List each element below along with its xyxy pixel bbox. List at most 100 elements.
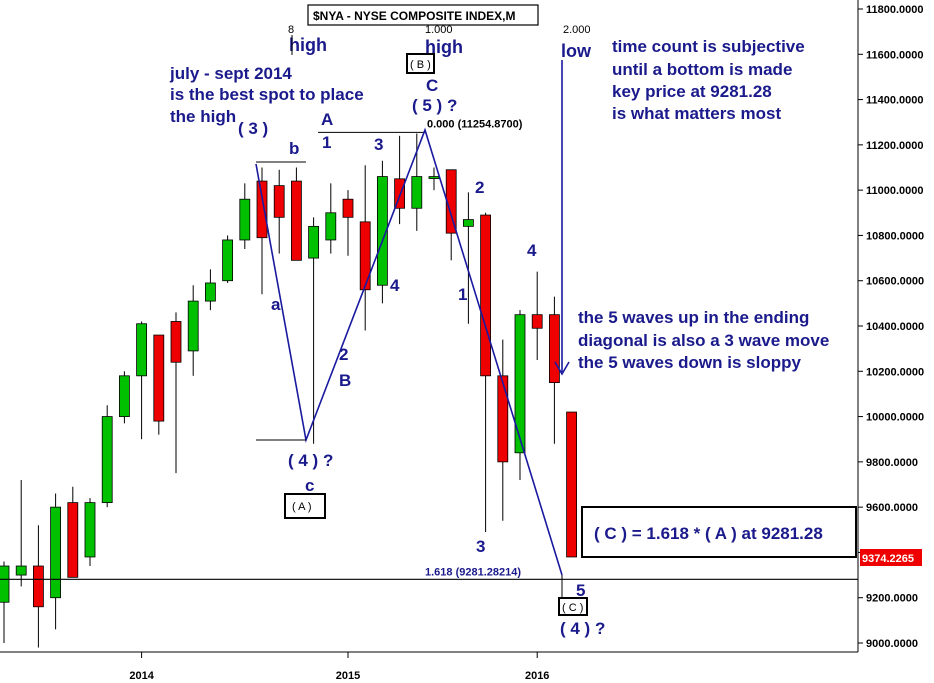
boxed-a-label: ( A ) xyxy=(292,501,312,513)
fib-vertical-arrowhead xyxy=(554,361,570,376)
candle-body xyxy=(204,282,216,302)
candle-body xyxy=(342,198,354,218)
y-tick-label: 9200.0000 xyxy=(866,593,918,605)
x-tick-label: 2016 xyxy=(525,670,549,682)
boxed-b-label: ( B ) xyxy=(410,59,431,71)
candle-body xyxy=(514,314,526,454)
fib-label-8: 8 xyxy=(288,24,294,36)
target-box xyxy=(581,506,857,558)
y-tick-label: 10000.0000 xyxy=(866,412,924,424)
x-axis-ticks: 2014 2015 2016 xyxy=(129,652,549,682)
note-right-line2: diagonal is also a 3 wave move xyxy=(578,331,829,350)
candle-body xyxy=(33,565,44,608)
boxed-c-label: ( C ) xyxy=(562,602,583,614)
wave-label-3-bottom: 3 xyxy=(476,537,485,556)
wave-label-1: 1 xyxy=(322,133,331,152)
wave-path xyxy=(255,127,563,576)
note-topright-line1: time count is subjective xyxy=(612,37,805,56)
wave-label-1-mid: 1 xyxy=(458,285,467,304)
title-box xyxy=(307,4,539,26)
wave-label-4-paren-left: ( 4 ) ? xyxy=(288,451,333,470)
wave-label-4-top: 4 xyxy=(527,241,537,260)
boxed-c xyxy=(558,597,588,616)
wave-label-4-mid: 4 xyxy=(390,276,400,295)
note-right-line3: the 5 waves down is sloppy xyxy=(578,353,801,372)
wave-label-A: A xyxy=(321,110,333,129)
candle-body xyxy=(187,300,199,352)
fib-label-1000: 1.000 xyxy=(425,24,453,36)
boxed-b xyxy=(406,53,435,74)
candle-body xyxy=(50,506,61,599)
candle-body xyxy=(531,314,543,329)
candle-body xyxy=(136,323,148,377)
x-tick-label: 2015 xyxy=(336,670,360,682)
y-tick-label: 11000.0000 xyxy=(866,185,924,197)
candle-body xyxy=(497,375,509,463)
y-tick-label: 11800.0000 xyxy=(866,4,924,16)
note-topleft-line1: july - sept 2014 xyxy=(169,64,292,83)
wave-label-5-paren: ( 5 ) ? xyxy=(412,96,457,115)
note-right-line1: the 5 waves up in the ending xyxy=(578,308,809,327)
candle-body xyxy=(170,321,182,363)
candle-body xyxy=(290,180,302,261)
y-axis-ticks: 11800.0000 11600.0000 11400.0000 11200.0000… xyxy=(858,4,924,650)
candle-body xyxy=(566,411,577,558)
candle-body xyxy=(222,239,234,282)
high-label-1: high xyxy=(289,35,327,55)
boxed-a xyxy=(284,493,326,519)
candle-body xyxy=(84,502,96,558)
candle-body xyxy=(359,221,371,291)
wave-label-c: c xyxy=(305,476,314,495)
candle-body xyxy=(119,375,130,417)
candle-body xyxy=(549,314,560,384)
candle-body xyxy=(308,225,320,259)
note-topright-line2: until a bottom is made xyxy=(612,60,792,79)
y-tick-label: 10200.0000 xyxy=(866,366,924,378)
note-topright-line3: key price at 9281.28 xyxy=(612,82,772,101)
candle-body xyxy=(480,214,492,377)
chart-title: $NYA - NYSE COMPOSITE INDEX,M xyxy=(313,9,515,23)
note-topleft-line3: the high xyxy=(170,107,236,126)
wave-label-5-bottom: 5 xyxy=(576,581,585,600)
wave-label-B: B xyxy=(339,371,351,390)
y-tick-label: 11200.0000 xyxy=(866,140,924,152)
low-label: low xyxy=(561,41,592,61)
candle-body xyxy=(101,416,113,504)
candle-body xyxy=(462,219,474,227)
last-price-tag xyxy=(860,549,922,566)
candle-body xyxy=(239,198,251,241)
note-topright-line4: is what matters most xyxy=(612,104,781,123)
wave-label-a: a xyxy=(271,295,281,314)
y-tick-label: 10800.0000 xyxy=(866,230,924,242)
fib-1618-label: 1.618 (9281.28214) xyxy=(425,566,521,578)
y-tick-label: 9600.0000 xyxy=(866,502,918,514)
wave-label-3-paren: ( 3 ) xyxy=(238,119,268,138)
candle-body xyxy=(153,334,165,422)
x-tick-label: 2014 xyxy=(129,670,154,682)
y-tick-label: 9000.0000 xyxy=(866,638,918,650)
y-tick-label: 10600.0000 xyxy=(866,276,924,288)
y-tick-label: 11400.0000 xyxy=(866,95,924,107)
note-topleft-line2: is the best spot to place xyxy=(170,85,364,104)
high-label-2: high xyxy=(425,37,463,57)
candle-body xyxy=(428,176,440,179)
candle-body xyxy=(67,502,79,578)
fib-0000-label: 0.000 (11254.8700) xyxy=(427,118,523,130)
candle-body xyxy=(256,180,268,239)
candle-body xyxy=(394,178,406,209)
wave-label-C: C xyxy=(426,76,438,95)
wave-label-3: 3 xyxy=(374,135,383,154)
wave-label-2-top: 2 xyxy=(475,178,484,197)
fib-label-2000: 2.000 xyxy=(563,24,591,36)
y-tick-label: 10400.0000 xyxy=(866,321,924,333)
last-price-label: 9374.2265 xyxy=(862,553,914,565)
y-tick-label: 11600.0000 xyxy=(866,49,924,61)
wave-label-b: b xyxy=(289,139,299,158)
candle-body xyxy=(325,212,337,241)
target-box-text: ( C ) = 1.618 * ( A ) at 9281.28 xyxy=(594,524,823,543)
candle-body xyxy=(15,565,27,576)
candlesticks xyxy=(0,133,577,648)
candle-body xyxy=(273,185,285,218)
wave-label-4-paren-bottom: ( 4 ) ? xyxy=(560,619,605,638)
